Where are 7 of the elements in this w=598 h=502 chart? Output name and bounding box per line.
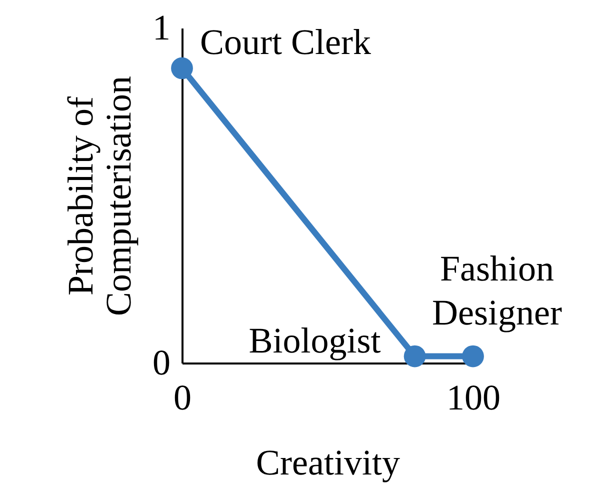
- annotation: Fashion Designer: [432, 248, 562, 332]
- y-axis-title: Probability of Computerisation: [60, 76, 138, 316]
- x-tick-label: 100: [446, 378, 500, 418]
- annotation: Biologist: [248, 320, 381, 360]
- x-axis-title: Creativity: [256, 442, 400, 482]
- y-tick-label: 1: [152, 8, 170, 48]
- annotation: Court Clerk: [200, 22, 371, 62]
